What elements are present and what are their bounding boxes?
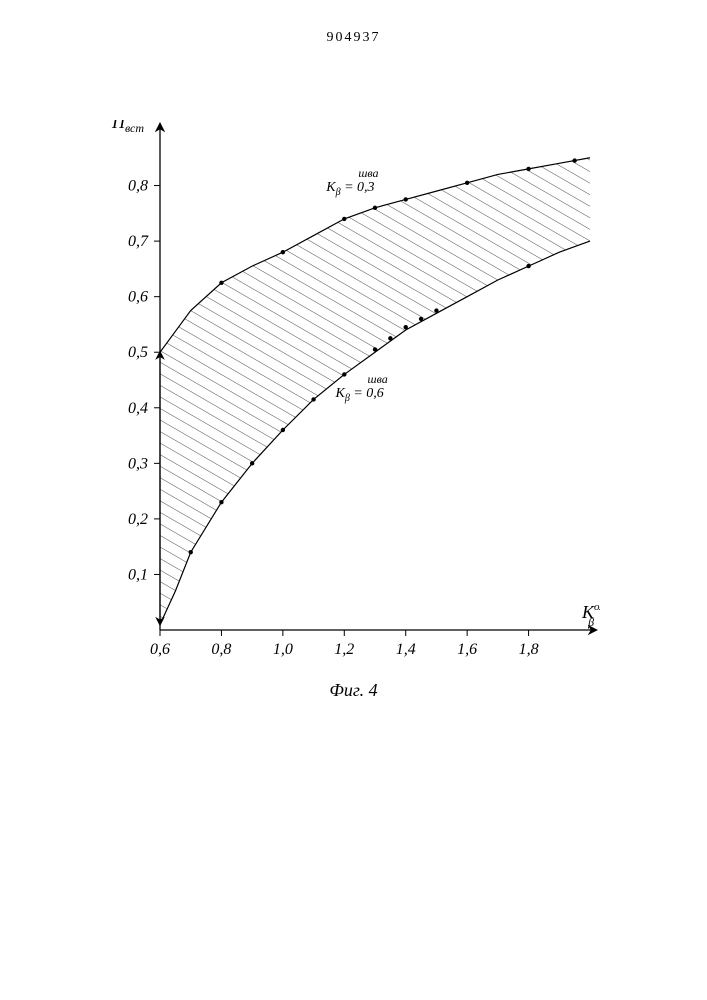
chart-svg: 0,6 0,8 1,0 1,2 1,4 1,6 1,8 0,1 0,2 0,3 0,4 0,5 0,6 0… — [100, 120, 600, 690]
y-tick-label: 0,7 — [128, 233, 149, 250]
data-point — [373, 206, 377, 210]
x-tick-label: 1,2 — [334, 641, 354, 658]
data-point — [250, 461, 254, 465]
data-point — [526, 264, 530, 268]
y-tick-label: 0,1 — [128, 566, 148, 583]
figure-caption: Фиг. 4 — [0, 680, 707, 701]
y-tick-label: 0,3 — [128, 455, 148, 472]
data-point — [434, 308, 438, 312]
upper-curve-label: шваKβ = 0,3 — [325, 166, 378, 198]
page-number: 904937 — [0, 30, 707, 46]
x-tick-label: 1,4 — [396, 641, 416, 658]
y-tick-label: 0,8 — [128, 178, 148, 195]
data-point — [388, 336, 392, 340]
y-tick-label: 0,5 — [128, 344, 148, 361]
y-tick-label: 0,6 — [128, 289, 148, 306]
data-point — [526, 167, 530, 171]
data-point — [342, 217, 346, 221]
data-point — [281, 428, 285, 432]
data-point — [572, 158, 576, 162]
data-point — [219, 281, 223, 285]
x-tick-label: 1,6 — [457, 641, 477, 658]
data-point — [189, 550, 193, 554]
y-tick-label: 0,2 — [128, 511, 148, 528]
data-point — [342, 372, 346, 376]
x-tick-label: 0,8 — [211, 641, 231, 658]
chart: 0,6 0,8 1,0 1,2 1,4 1,6 1,8 0,1 0,2 0,3 0,4 0,5 0,6 0… — [100, 120, 600, 690]
data-point — [219, 500, 223, 504]
data-point — [311, 397, 315, 401]
data-point — [465, 181, 469, 185]
data-point — [404, 325, 408, 329]
x-tick-label: 1,0 — [273, 641, 293, 658]
data-point — [404, 197, 408, 201]
x-tick-label: 0,6 — [150, 641, 170, 658]
x-axis-label: Kомβ — [581, 601, 600, 629]
x-tick-label: 1,8 — [519, 641, 539, 658]
data-point — [281, 250, 285, 254]
data-point — [373, 347, 377, 351]
data-point — [419, 317, 423, 321]
y-axis-label: Πвст — [111, 120, 144, 135]
y-tick-label: 0,4 — [128, 400, 148, 417]
